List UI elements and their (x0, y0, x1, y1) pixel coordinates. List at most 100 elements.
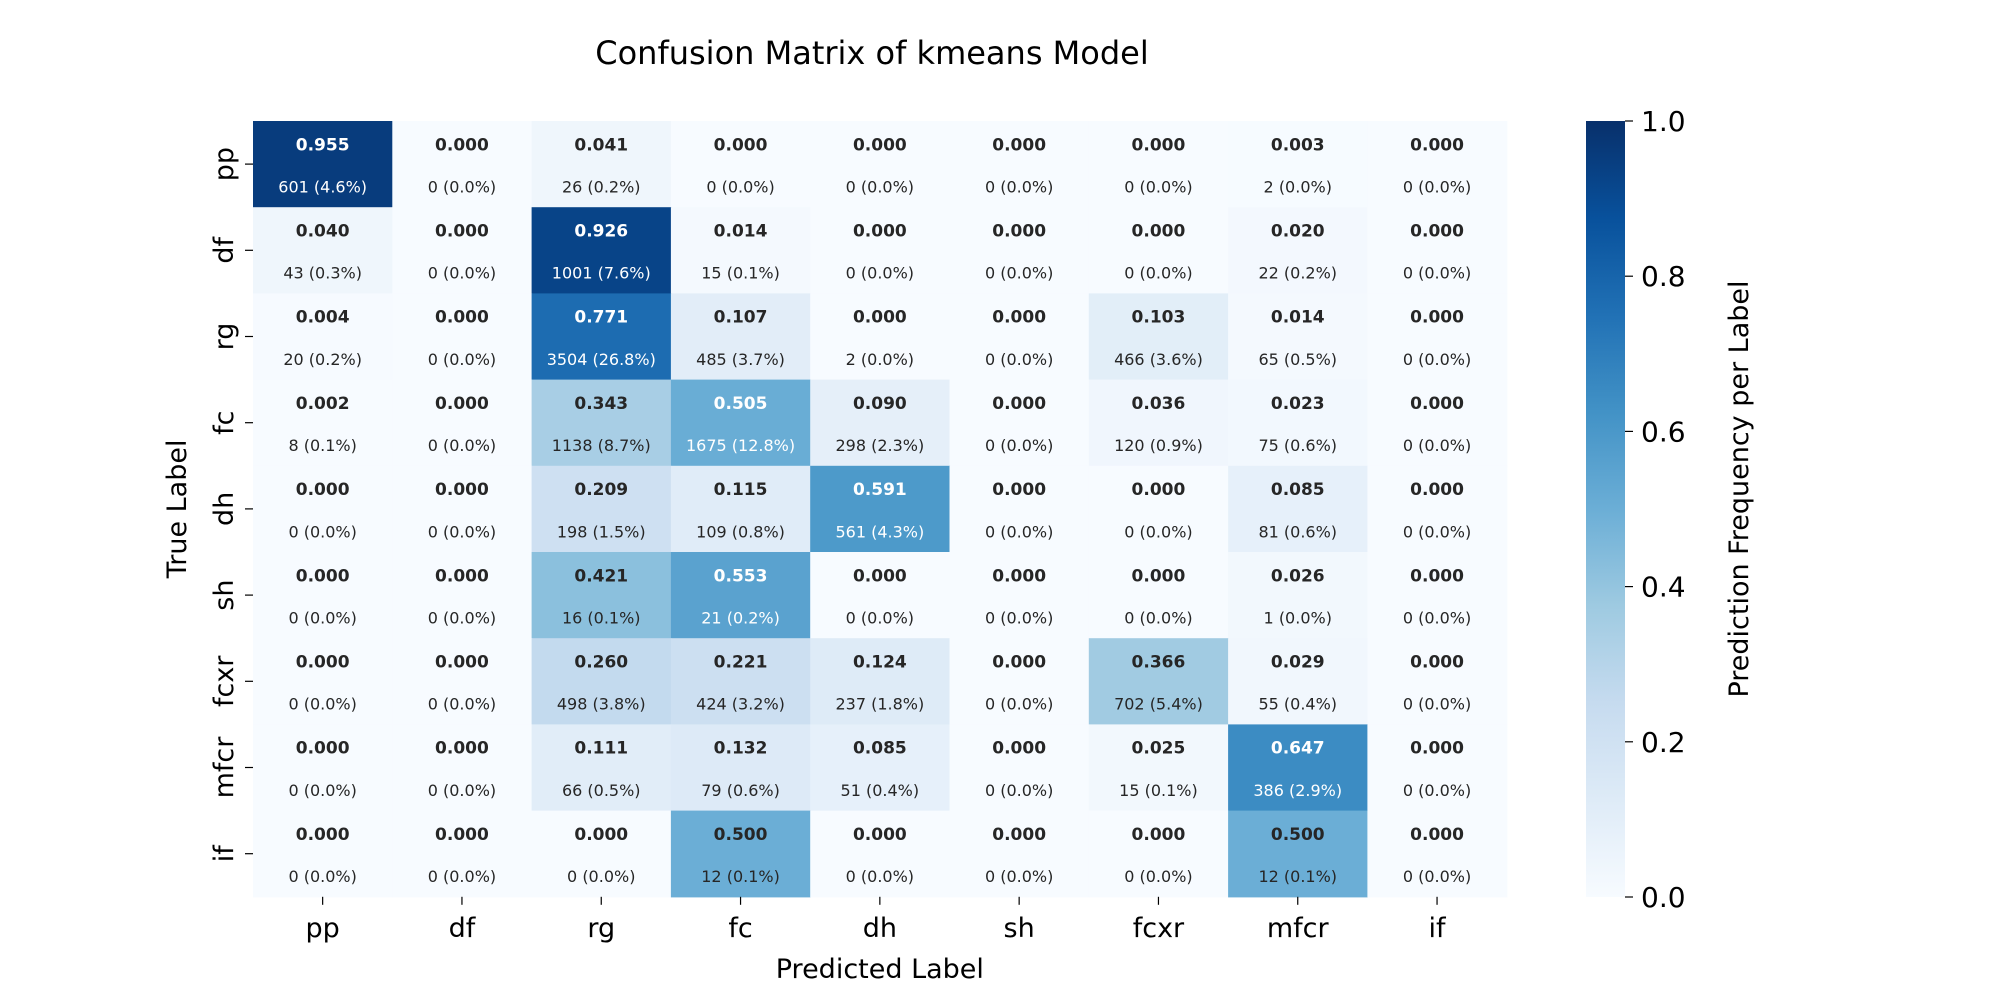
cell-rect (949, 724, 1090, 812)
heatmap-cell: 0.111 66 (0.5%) (531, 724, 672, 812)
heatmap-cell: 0.000 0 (0.0%) (1088, 121, 1229, 208)
cell-count-label: 298 (2.3%) (835, 436, 924, 455)
heatmap-cell: 0.000 0 (0.0%) (531, 810, 672, 898)
cell-rect (392, 293, 533, 381)
cell-rect (1228, 379, 1368, 467)
cell-frequency-label: 0.000 (992, 652, 1046, 672)
cell-count-label: 66 (0.5%) (562, 781, 641, 800)
cell-count-label: 12 (0.1%) (701, 867, 780, 886)
cell-count-label: 0 (0.0%) (846, 264, 914, 283)
cell-frequency-label: 0.000 (992, 739, 1046, 759)
cell-rect (1088, 638, 1229, 725)
heatmap-cell: 0.221 424 (3.2%) (670, 638, 811, 725)
cell-rect (392, 810, 533, 898)
cell-frequency-label: 0.000 (1410, 739, 1464, 759)
cell-count-label: 0 (0.0%) (1403, 350, 1471, 369)
cell-frequency-label: 0.000 (296, 825, 350, 845)
cell-count-label: 51 (0.4%) (841, 781, 920, 800)
cell-frequency-label: 0.000 (1132, 825, 1186, 845)
heatmap-cell: 0.771 3504 (26.8%) (531, 293, 672, 381)
cell-rect (1088, 724, 1229, 812)
cell-count-label: 0 (0.0%) (1124, 522, 1192, 541)
cell-frequency-label: 0.000 (1132, 135, 1186, 155)
colorbar-tick-label: 0.2 (1641, 726, 1686, 759)
cell-count-label: 15 (0.1%) (1119, 781, 1198, 800)
cell-frequency-label: 0.020 (1271, 221, 1325, 241)
cell-frequency-label: 0.000 (296, 480, 350, 500)
cell-frequency-label: 0.000 (1132, 566, 1186, 586)
heatmap-cell: 0.090 298 (2.3%) (810, 379, 951, 467)
cell-count-label: 0 (0.0%) (288, 867, 356, 886)
cell-frequency-label: 0.000 (296, 652, 350, 672)
cell-frequency-label: 0.000 (1410, 308, 1464, 328)
heatmap-cell: 0.000 0 (0.0%) (1088, 207, 1229, 294)
heatmap-cell: 0.000 0 (0.0%) (810, 121, 951, 208)
cell-frequency-label: 0.955 (296, 135, 350, 155)
cell-count-label: 3504 (26.8%) (547, 350, 656, 369)
cell-rect (670, 379, 811, 467)
cell-count-label: 237 (1.8%) (835, 695, 924, 714)
cell-count-label: 120 (0.9%) (1114, 436, 1203, 455)
cell-rect (531, 379, 672, 467)
heatmap-cell: 0.002 8 (0.1%) (253, 379, 393, 467)
colorbar: 0.0 0.2 0.4 0.6 0.8 1.0 Prediction Frequency … (1586, 105, 1755, 914)
heatmap-cell: 0.000 0 (0.0%) (253, 638, 393, 725)
cell-frequency-label: 0.115 (714, 480, 768, 500)
cell-frequency-label: 0.591 (853, 480, 907, 500)
cell-rect (1088, 121, 1229, 208)
heatmap-cell: 0.500 12 (0.1%) (1228, 810, 1368, 898)
cell-count-label: 386 (2.9%) (1253, 781, 1342, 800)
x-tick-label: mfcr (1267, 913, 1330, 944)
cell-rect (1228, 465, 1368, 553)
cell-count-label: 0 (0.0%) (567, 867, 635, 886)
cell-rect (392, 724, 533, 812)
x-tick-label: if (1429, 913, 1448, 944)
cell-rect (1228, 724, 1368, 812)
cell-frequency-label: 0.000 (992, 566, 1046, 586)
heatmap-cell: 0.000 0 (0.0%) (949, 379, 1090, 467)
heatmap-cell: 0.000 0 (0.0%) (253, 552, 393, 639)
cell-frequency-label: 0.002 (296, 394, 350, 414)
cell-rect (949, 379, 1090, 467)
heatmap-cell: 0.026 1 (0.0%) (1228, 552, 1368, 639)
cell-frequency-label: 0.000 (435, 739, 489, 759)
cell-frequency-label: 0.040 (296, 221, 350, 241)
cell-frequency-label: 0.000 (435, 825, 489, 845)
heatmap-cell: 0.014 15 (0.1%) (670, 207, 811, 294)
heatmap-cell: 0.041 26 (0.2%) (531, 121, 672, 208)
cell-rect (1228, 293, 1368, 381)
cell-frequency-label: 0.023 (1271, 394, 1325, 414)
cell-frequency-label: 0.000 (992, 480, 1046, 500)
cell-count-label: 0 (0.0%) (706, 178, 774, 197)
cell-count-label: 0 (0.0%) (985, 350, 1053, 369)
cell-rect (531, 724, 672, 812)
heatmap-cell: 0.000 0 (0.0%) (1367, 810, 1508, 898)
cell-rect (1228, 810, 1368, 898)
cell-frequency-label: 0.000 (853, 566, 907, 586)
cell-frequency-label: 0.025 (1132, 739, 1186, 759)
cell-rect (670, 724, 811, 812)
cell-count-label: 0 (0.0%) (1403, 609, 1471, 628)
heatmap-cell: 0.000 0 (0.0%) (1367, 724, 1508, 812)
cell-frequency-label: 0.000 (1410, 566, 1464, 586)
cell-count-label: 0 (0.0%) (428, 695, 496, 714)
cell-frequency-label: 0.000 (992, 394, 1046, 414)
cell-frequency-label: 0.505 (714, 394, 768, 414)
heatmap-cell: 0.000 0 (0.0%) (392, 552, 533, 639)
y-tick-label: sh (209, 580, 240, 611)
heatmap-cell: 0.000 0 (0.0%) (949, 638, 1090, 725)
cell-frequency-label: 0.000 (1410, 135, 1464, 155)
cell-frequency-label: 0.085 (853, 739, 907, 759)
cell-count-label: 0 (0.0%) (428, 867, 496, 886)
cell-count-label: 0 (0.0%) (985, 178, 1053, 197)
cell-count-label: 8 (0.1%) (288, 436, 356, 455)
heatmap-cell: 0.000 0 (0.0%) (1088, 552, 1229, 639)
heatmap-cell: 0.647 386 (2.9%) (1228, 724, 1368, 812)
cell-frequency-label: 0.000 (853, 825, 907, 845)
heatmap-cell: 0.085 51 (0.4%) (810, 724, 951, 812)
cell-rect (1367, 207, 1508, 294)
cell-frequency-label: 0.014 (1271, 308, 1325, 328)
colorbar-ticks: 0.0 0.2 0.4 0.6 0.8 1.0 (1625, 105, 1686, 914)
cell-count-label: 20 (0.2%) (283, 350, 362, 369)
cell-rect (253, 207, 393, 294)
